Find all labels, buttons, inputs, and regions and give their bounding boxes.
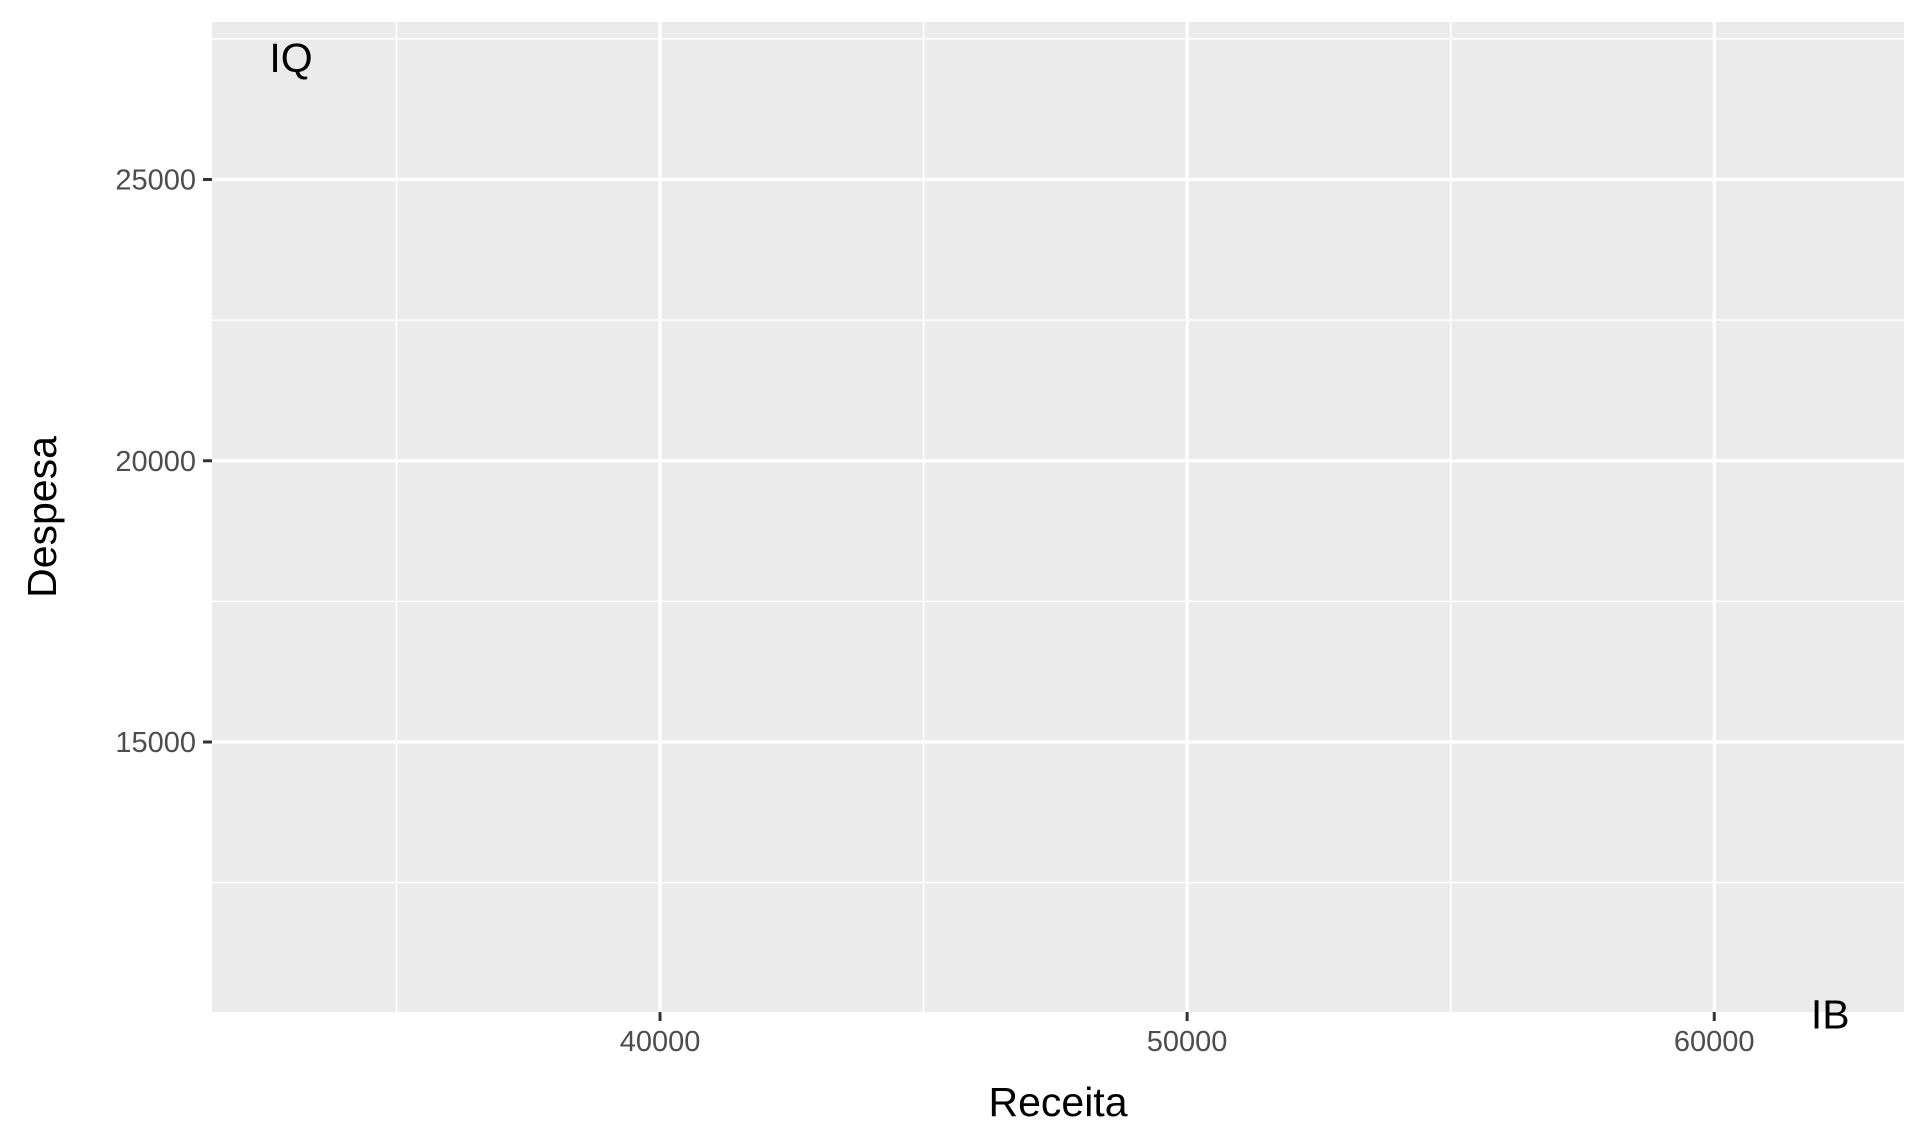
y-axis-title: Despesa xyxy=(19,436,65,598)
data-point-labels: IQ IB xyxy=(269,35,1849,1037)
point-label-ib: IB xyxy=(1811,991,1850,1037)
major-gridlines xyxy=(212,22,1904,1012)
y-tick-label-1: 20000 xyxy=(115,446,196,478)
x-tick-label-0: 40000 xyxy=(620,1026,701,1058)
plot-panel xyxy=(212,22,1904,1012)
y-tick-label-0: 15000 xyxy=(115,727,196,759)
x-axis: 40000 50000 60000 xyxy=(620,1012,1755,1058)
y-tick-label-2: 25000 xyxy=(115,165,196,197)
point-label-iq: IQ xyxy=(269,35,312,81)
y-axis: 15000 20000 25000 xyxy=(115,165,212,759)
minor-gridlines xyxy=(212,22,1904,1012)
x-axis-title: Receita xyxy=(988,1079,1127,1125)
x-tick-label-2: 60000 xyxy=(1674,1026,1755,1058)
x-tick-label-1: 50000 xyxy=(1147,1026,1228,1058)
